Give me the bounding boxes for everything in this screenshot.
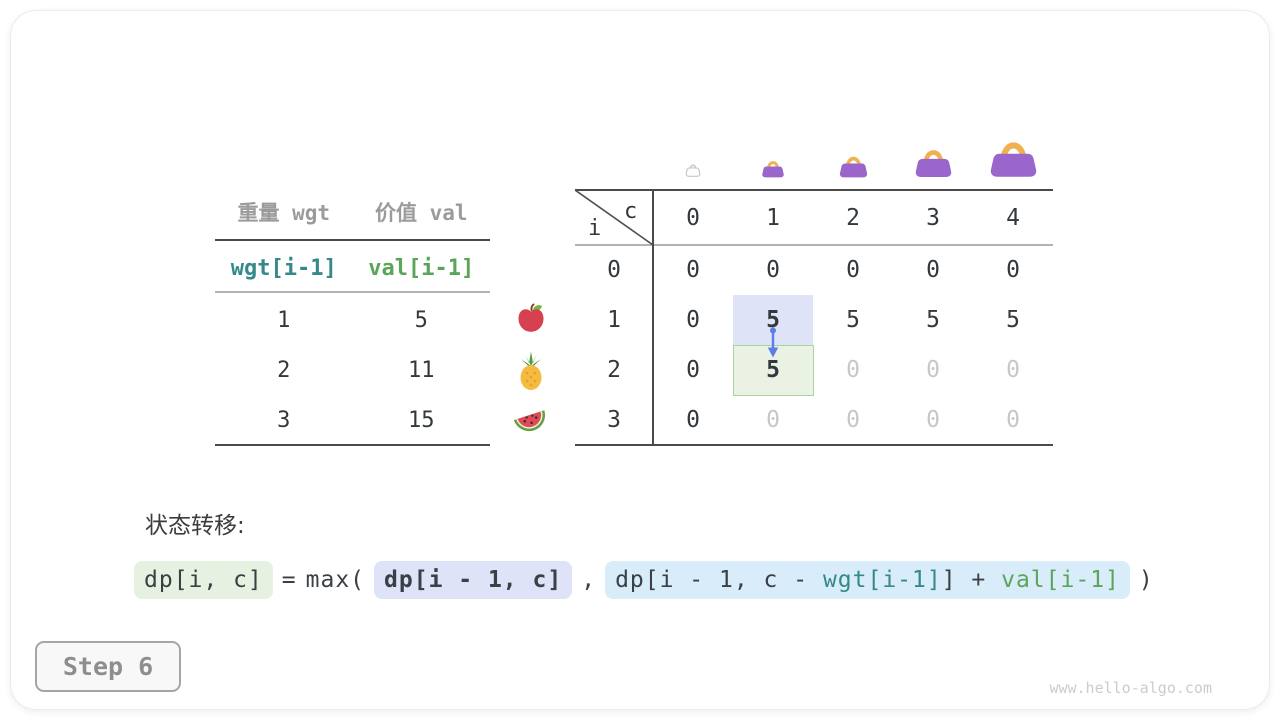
formula-arg1: dp[i - 1, c] — [374, 561, 573, 599]
dp-row-label-3: 3 — [607, 407, 621, 433]
item-value: 15 — [408, 407, 435, 433]
dp-row-label-0: 0 — [607, 257, 621, 283]
item-table-header-weight: 重量 wgt — [237, 201, 331, 225]
wgt-index-label: wgt[i-1] — [230, 255, 337, 281]
dp-cell-1-1: 5 — [766, 307, 780, 333]
dp-table-header-row: 0 1 2 3 4 — [575, 190, 1053, 245]
formula-arg2-mid: ] + — [941, 567, 1002, 593]
dp-table-rule-bottom — [575, 444, 1053, 446]
item-row-watermelon: 3 15 — [215, 395, 490, 445]
dp-cell-3-3: 0 — [926, 407, 940, 433]
dp-table-rule-top — [575, 189, 1053, 191]
corner-row-label: i — [588, 216, 602, 241]
watermelon-icon — [511, 404, 549, 438]
dp-cell-0-1: 0 — [766, 257, 780, 283]
item-table-rule-bottom — [215, 444, 490, 446]
bag-capacity-1-icon — [760, 158, 786, 178]
item-table-rule-mid — [215, 291, 490, 293]
dp-col-header-0: 0 — [686, 204, 700, 231]
bag-capacity-3-icon — [912, 145, 955, 178]
bag-capacity-4-icon — [986, 136, 1041, 178]
dp-cell-0-0: 0 — [686, 257, 700, 283]
dp-cell-1-3: 5 — [926, 307, 940, 333]
dp-cell-2-3: 0 — [926, 357, 940, 383]
transition-arrow-icon — [764, 327, 782, 359]
item-row-pineapple: 2 11 — [215, 345, 490, 395]
dp-cell-1-0: 0 — [686, 307, 700, 333]
step-badge: Step 6 — [35, 641, 181, 692]
dp-col-header-2: 2 — [846, 204, 860, 231]
dp-table-body: 0 0 0 0 0 0 1 0 5 5 5 5 2 0 5 0 0 0 3 0 … — [575, 245, 1053, 445]
formula-arg2-prefix: dp[i - 1, c - — [615, 567, 823, 593]
bag-capacity-2-icon — [837, 153, 870, 178]
dp-cell-2-4: 0 — [1006, 357, 1020, 383]
dp-cell-0-4: 0 — [1006, 257, 1020, 283]
empty-bag-icon — [684, 160, 702, 178]
dp-col-header-3: 3 — [926, 204, 940, 231]
corner-diagonal-line — [574, 189, 654, 246]
dp-row-label-1: 1 — [607, 307, 621, 333]
dp-cell-3-0: 0 — [686, 407, 700, 433]
state-transition-heading: 状态转移: — [145, 513, 245, 539]
formula-arg2-wgt: wgt[i-1] — [822, 567, 942, 593]
dp-cell-3-4: 0 — [1006, 407, 1020, 433]
item-weight: 2 — [277, 357, 291, 383]
dp-row-label-2: 2 — [607, 357, 621, 383]
dp-col-header-4: 4 — [1006, 204, 1020, 231]
dp-cell-3-2: 0 — [846, 407, 860, 433]
dp-cell-2-2: 0 — [846, 357, 860, 383]
formula-arg2-val: val[i-1] — [1001, 567, 1120, 593]
dp-col-header-1: 1 — [766, 204, 780, 231]
corner-col-label: c — [624, 199, 638, 224]
item-table-header-value: 价值 val — [374, 201, 468, 225]
dp-table-rule-header — [575, 244, 1053, 246]
dp-cell-1-2: 5 — [846, 307, 860, 333]
dp-cell-3-1: 0 — [766, 407, 780, 433]
dp-table-rule-vertical — [652, 190, 654, 445]
formula-equals: = — [281, 567, 297, 593]
formula-close-paren: ) — [1138, 567, 1154, 593]
item-weight: 3 — [277, 407, 291, 433]
val-index-label: val[i-1] — [368, 255, 475, 281]
pineapple-icon — [514, 351, 548, 391]
item-weight: 1 — [277, 307, 291, 333]
item-table-header-row: 重量 wgt 价值 val — [215, 190, 490, 234]
dp-cell-0-3: 0 — [926, 257, 940, 283]
dp-cell-0-2: 0 — [846, 257, 860, 283]
item-table-rule-top — [215, 239, 490, 241]
item-value: 5 — [414, 307, 428, 333]
formula-comma: , — [581, 567, 597, 593]
formula-max-open: max( — [305, 567, 366, 593]
formula-lhs: dp[i, c] — [134, 561, 273, 599]
state-transition-formula: dp[i, c] = max( dp[i - 1, c] , dp[i - 1,… — [134, 561, 1154, 599]
item-value: 11 — [408, 357, 435, 383]
dp-cell-1-4: 5 — [1006, 307, 1020, 333]
watermark: www.hello-algo.com — [1049, 679, 1212, 697]
dp-cell-2-1: 5 — [766, 357, 780, 383]
apple-icon — [515, 302, 547, 334]
item-table-index-row: wgt[i-1] val[i-1] — [215, 245, 490, 291]
dp-cell-2-0: 0 — [686, 357, 700, 383]
item-row-apple: 1 5 — [215, 295, 490, 345]
formula-arg2: dp[i - 1, c - wgt[i-1]] + val[i-1] — [605, 561, 1130, 599]
